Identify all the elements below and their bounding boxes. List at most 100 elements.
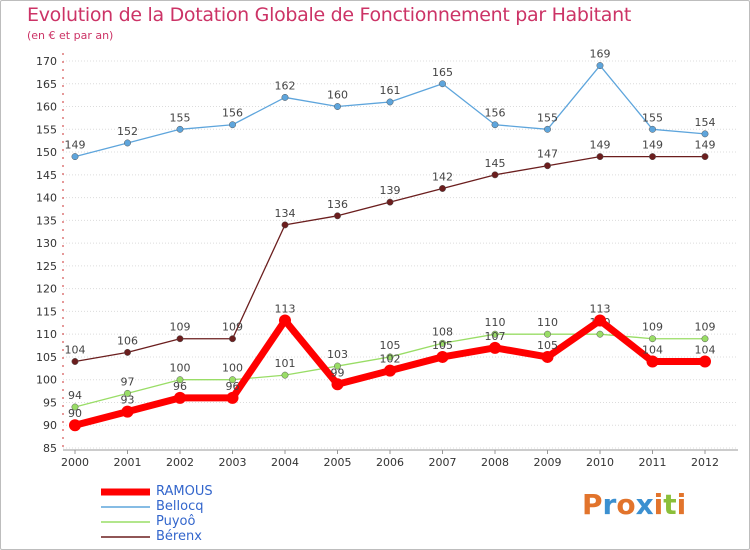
- data-point: [594, 314, 606, 327]
- data-point: [491, 171, 499, 179]
- data-label: 104: [65, 343, 86, 356]
- data-point: [334, 362, 341, 370]
- legend-swatch-berenx: [101, 536, 150, 538]
- x-tick-label: 2002: [166, 456, 194, 469]
- data-label: 113: [590, 303, 611, 316]
- data-label: 142: [432, 170, 453, 183]
- legend-swatch-puyoo: [101, 521, 150, 523]
- data-point: [334, 103, 341, 110]
- y-tick-label: 100: [36, 374, 57, 387]
- data-point: [439, 80, 446, 88]
- data-label: 97: [121, 375, 135, 388]
- y-tick-label: 115: [36, 305, 57, 318]
- data-point: [281, 93, 289, 101]
- data-label: 139: [380, 184, 401, 197]
- data-point: [229, 121, 236, 129]
- data-label: 100: [170, 362, 191, 375]
- x-tick-label: 2012: [691, 456, 719, 469]
- chart-subtitle: (en € et par an): [27, 29, 114, 42]
- data-point: [386, 198, 394, 206]
- data-label: 101: [275, 357, 296, 370]
- data-label: 93: [121, 394, 135, 407]
- data-label: 109: [695, 321, 716, 334]
- data-point: [701, 130, 709, 138]
- y-tick-label: 85: [43, 442, 57, 455]
- data-label: 109: [170, 321, 191, 334]
- logo-letter: o: [616, 488, 636, 521]
- data-label: 149: [695, 139, 716, 152]
- data-label: 160: [327, 89, 348, 102]
- data-label: 103: [327, 348, 348, 361]
- x-tick-label: 2009: [534, 456, 562, 469]
- data-label: 162: [275, 79, 296, 92]
- data-point: [281, 371, 289, 379]
- x-tick-label: 2001: [114, 456, 142, 469]
- data-label: 106: [117, 334, 138, 347]
- data-label: 156: [222, 107, 243, 120]
- data-point: [384, 364, 396, 377]
- y-tick-label: 155: [36, 123, 57, 136]
- data-label: 169: [590, 48, 611, 61]
- y-tick-label: 95: [43, 396, 57, 409]
- data-label: 94: [68, 389, 82, 402]
- data-label: 156: [485, 107, 506, 120]
- data-point: [596, 330, 604, 338]
- data-label: 104: [695, 343, 716, 356]
- data-label: 104: [642, 343, 663, 356]
- legend-swatch-bellocq: [101, 506, 150, 508]
- y-tick-label: 160: [36, 101, 57, 114]
- chart-title: Evolution de la Dotation Globale de Fonc…: [27, 4, 632, 26]
- y-tick-label: 170: [36, 55, 57, 68]
- x-tick-label: 2010: [586, 456, 614, 469]
- x-tick-label: 2003: [219, 456, 247, 469]
- data-point: [174, 391, 186, 404]
- data-point: [439, 185, 446, 192]
- data-point: [596, 153, 604, 161]
- data-point: [71, 403, 79, 411]
- x-tick-label: 2000: [61, 456, 89, 469]
- data-point: [544, 162, 551, 170]
- data-label: 109: [222, 321, 243, 334]
- data-point: [649, 153, 656, 161]
- y-tick-label: 145: [36, 169, 57, 182]
- data-label: 149: [642, 139, 663, 152]
- data-point: [71, 358, 79, 365]
- data-point: [331, 378, 344, 391]
- logo-letter: P: [582, 488, 603, 521]
- data-label: 99: [331, 366, 345, 379]
- data-point: [701, 153, 709, 161]
- data-point: [541, 350, 554, 363]
- x-tick-label: 2004: [271, 456, 299, 469]
- data-point: [489, 341, 501, 354]
- data-label: 96: [173, 380, 187, 393]
- data-label: 109: [642, 321, 663, 334]
- data-label: 100: [222, 362, 243, 375]
- legend-label: Bérenx: [156, 529, 202, 544]
- data-point: [646, 355, 659, 368]
- proxiti-logo: Proxiti: [582, 488, 686, 521]
- data-point: [436, 350, 449, 363]
- data-point: [226, 391, 239, 404]
- data-point: [596, 62, 604, 70]
- y-tick-label: 120: [36, 283, 57, 296]
- x-tick-label: 2007: [429, 456, 457, 469]
- logo-letter: x: [635, 488, 654, 521]
- x-tick-label: 2006: [376, 456, 404, 469]
- data-label: 110: [485, 316, 506, 329]
- y-tick-label: 135: [36, 214, 57, 227]
- data-label: 155: [170, 111, 191, 124]
- data-point: [71, 153, 79, 161]
- x-tick-label: 2008: [481, 456, 509, 469]
- data-label: 110: [537, 316, 558, 329]
- data-point: [176, 125, 184, 133]
- data-point: [649, 125, 656, 133]
- data-label: 155: [642, 111, 663, 124]
- data-point: [701, 335, 709, 343]
- data-point: [176, 376, 184, 384]
- logo-letter: t: [663, 488, 677, 521]
- data-point: [544, 330, 551, 338]
- logo-letter: i: [676, 488, 687, 521]
- y-tick-label: 90: [43, 419, 57, 432]
